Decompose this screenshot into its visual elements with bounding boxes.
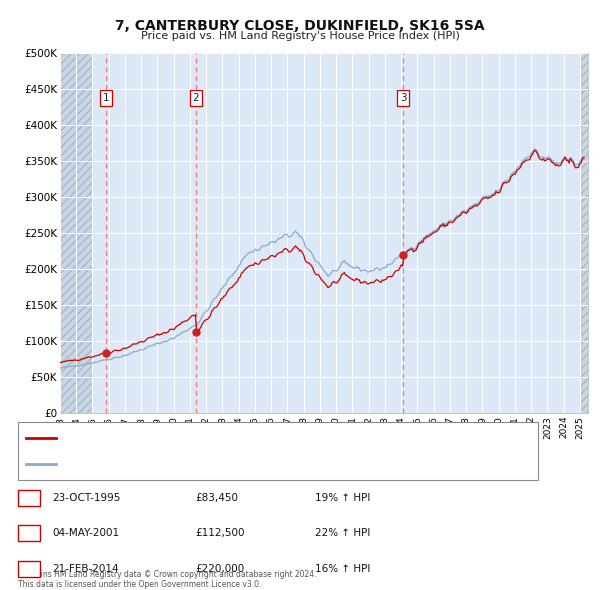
Text: 2: 2 <box>26 529 32 538</box>
Text: 21-FEB-2014: 21-FEB-2014 <box>52 564 119 573</box>
FancyBboxPatch shape <box>18 560 40 577</box>
Text: £83,450: £83,450 <box>195 493 238 503</box>
Text: £112,500: £112,500 <box>195 529 245 538</box>
Text: 7, CANTERBURY CLOSE, DUKINFIELD, SK16 5SA (detached house): 7, CANTERBURY CLOSE, DUKINFIELD, SK16 5S… <box>62 433 373 442</box>
Text: 3: 3 <box>26 564 32 573</box>
Text: 04-MAY-2001: 04-MAY-2001 <box>52 529 119 538</box>
Text: 3: 3 <box>400 93 407 103</box>
Text: 1: 1 <box>103 93 109 103</box>
Text: 22% ↑ HPI: 22% ↑ HPI <box>315 529 370 538</box>
Text: 2: 2 <box>193 93 199 103</box>
Text: 1: 1 <box>26 493 32 503</box>
Text: Price paid vs. HM Land Registry's House Price Index (HPI): Price paid vs. HM Land Registry's House … <box>140 31 460 41</box>
Bar <box>60 53 92 413</box>
Text: Contains HM Land Registry data © Crown copyright and database right 2024.
This d: Contains HM Land Registry data © Crown c… <box>18 569 317 589</box>
Text: 16% ↑ HPI: 16% ↑ HPI <box>315 564 370 573</box>
FancyBboxPatch shape <box>18 422 538 480</box>
Text: HPI: Average price, detached house, Tameside: HPI: Average price, detached house, Tame… <box>62 460 283 469</box>
FancyBboxPatch shape <box>18 490 40 506</box>
Text: £220,000: £220,000 <box>195 564 244 573</box>
Text: 19% ↑ HPI: 19% ↑ HPI <box>315 493 370 503</box>
FancyBboxPatch shape <box>18 525 40 542</box>
Text: 23-OCT-1995: 23-OCT-1995 <box>52 493 121 503</box>
Text: 7, CANTERBURY CLOSE, DUKINFIELD, SK16 5SA: 7, CANTERBURY CLOSE, DUKINFIELD, SK16 5S… <box>115 19 485 33</box>
Bar <box>580 53 588 413</box>
